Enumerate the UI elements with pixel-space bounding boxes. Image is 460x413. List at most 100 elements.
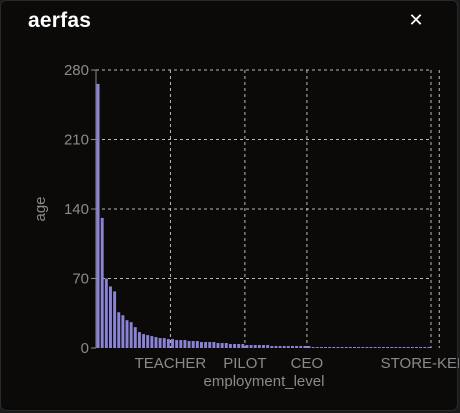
bar[interactable] xyxy=(386,347,390,348)
bar[interactable] xyxy=(357,347,361,348)
bar[interactable] xyxy=(307,346,311,348)
bar[interactable] xyxy=(117,312,121,348)
bar[interactable] xyxy=(324,347,328,348)
bar[interactable] xyxy=(199,342,203,348)
bar[interactable] xyxy=(146,335,150,348)
y-tick-label: 210 xyxy=(64,132,89,149)
x-axis-label: employment_level xyxy=(204,373,325,390)
bar[interactable] xyxy=(187,341,191,348)
bar[interactable] xyxy=(365,347,369,348)
bar[interactable] xyxy=(142,334,146,348)
bar[interactable] xyxy=(278,346,282,348)
bar[interactable] xyxy=(237,344,241,348)
bar[interactable] xyxy=(299,346,303,348)
bar[interactable] xyxy=(336,347,340,348)
bar[interactable] xyxy=(419,347,423,348)
bar[interactable] xyxy=(162,338,166,348)
y-tick-label: 0 xyxy=(81,340,89,357)
y-tick-label: 70 xyxy=(72,271,89,288)
bar[interactable] xyxy=(253,345,257,348)
bar[interactable] xyxy=(311,347,315,348)
bar[interactable] xyxy=(109,286,112,348)
bar[interactable] xyxy=(390,347,394,348)
bar[interactable] xyxy=(216,343,220,348)
bar[interactable] xyxy=(340,347,344,348)
bar[interactable] xyxy=(315,347,319,348)
bar[interactable] xyxy=(249,345,253,348)
bar[interactable] xyxy=(166,339,170,348)
bar[interactable] xyxy=(191,341,195,348)
y-axis-label: age xyxy=(32,196,49,221)
bar[interactable] xyxy=(348,347,352,348)
bar[interactable] xyxy=(100,217,104,348)
bar[interactable] xyxy=(266,345,270,348)
bar[interactable] xyxy=(158,338,162,348)
bar[interactable] xyxy=(377,347,381,348)
bar[interactable] xyxy=(344,347,348,348)
bar[interactable] xyxy=(183,340,187,348)
bar[interactable] xyxy=(282,346,286,348)
bar[interactable] xyxy=(104,278,108,349)
bar[interactable] xyxy=(137,332,141,348)
bar[interactable] xyxy=(195,341,199,348)
bar[interactable] xyxy=(361,347,365,348)
bar[interactable] xyxy=(410,347,414,348)
bar[interactable] xyxy=(332,347,336,348)
chart-axes xyxy=(91,69,97,349)
bar[interactable] xyxy=(353,347,356,348)
bar[interactable] xyxy=(295,346,299,348)
bar[interactable] xyxy=(175,340,179,348)
x-tick-label: CEO xyxy=(291,355,324,372)
bar[interactable] xyxy=(415,347,418,348)
bar[interactable] xyxy=(125,320,129,348)
bar[interactable] xyxy=(394,347,398,348)
bar[interactable] xyxy=(270,346,274,348)
bar[interactable] xyxy=(257,345,261,348)
dialog-title: aerfas xyxy=(28,9,92,32)
bar[interactable] xyxy=(121,315,125,348)
chart-grid xyxy=(96,69,440,348)
y-tick-label: 280 xyxy=(64,62,89,79)
bar[interactable] xyxy=(129,322,133,348)
bar[interactable] xyxy=(179,340,183,348)
bar[interactable] xyxy=(381,347,385,348)
bar[interactable] xyxy=(224,343,228,348)
bar[interactable] xyxy=(369,347,373,348)
x-tick-label: TEACHER xyxy=(135,355,207,372)
bar[interactable] xyxy=(262,345,265,348)
close-icon[interactable]: ✕ xyxy=(408,9,424,30)
y-tick-labels: 0 70 140 210 280 xyxy=(64,62,89,357)
bar[interactable] xyxy=(303,346,307,348)
bar[interactable] xyxy=(208,342,212,348)
bar[interactable] xyxy=(328,347,332,348)
bar[interactable] xyxy=(319,347,323,348)
bar[interactable] xyxy=(286,346,290,348)
x-tick-labels: TEACHER PILOT CEO STORE-KEEPER xyxy=(135,355,459,372)
bar[interactable] xyxy=(96,83,100,349)
x-tick-label: PILOT xyxy=(223,355,266,372)
bar[interactable] xyxy=(154,337,158,348)
y-tick-label: 140 xyxy=(64,201,89,218)
bar[interactable] xyxy=(423,347,427,348)
bar[interactable] xyxy=(228,344,232,348)
bar[interactable] xyxy=(274,346,278,348)
bar[interactable] xyxy=(133,327,137,348)
bar[interactable] xyxy=(113,291,117,348)
bar[interactable] xyxy=(427,347,431,348)
bar[interactable] xyxy=(171,339,174,348)
bar[interactable] xyxy=(406,347,410,348)
bar[interactable] xyxy=(245,345,249,348)
bar[interactable] xyxy=(398,347,402,348)
bar[interactable] xyxy=(373,347,377,348)
bar[interactable] xyxy=(204,342,208,348)
bar[interactable] xyxy=(212,342,216,348)
x-tick-label: STORE-KEEPER xyxy=(381,355,459,372)
bar[interactable] xyxy=(402,347,406,348)
bar[interactable] xyxy=(150,336,154,348)
bar[interactable] xyxy=(290,346,294,348)
bar[interactable] xyxy=(241,344,245,348)
bar[interactable] xyxy=(220,343,224,348)
bar[interactable] xyxy=(233,344,237,348)
